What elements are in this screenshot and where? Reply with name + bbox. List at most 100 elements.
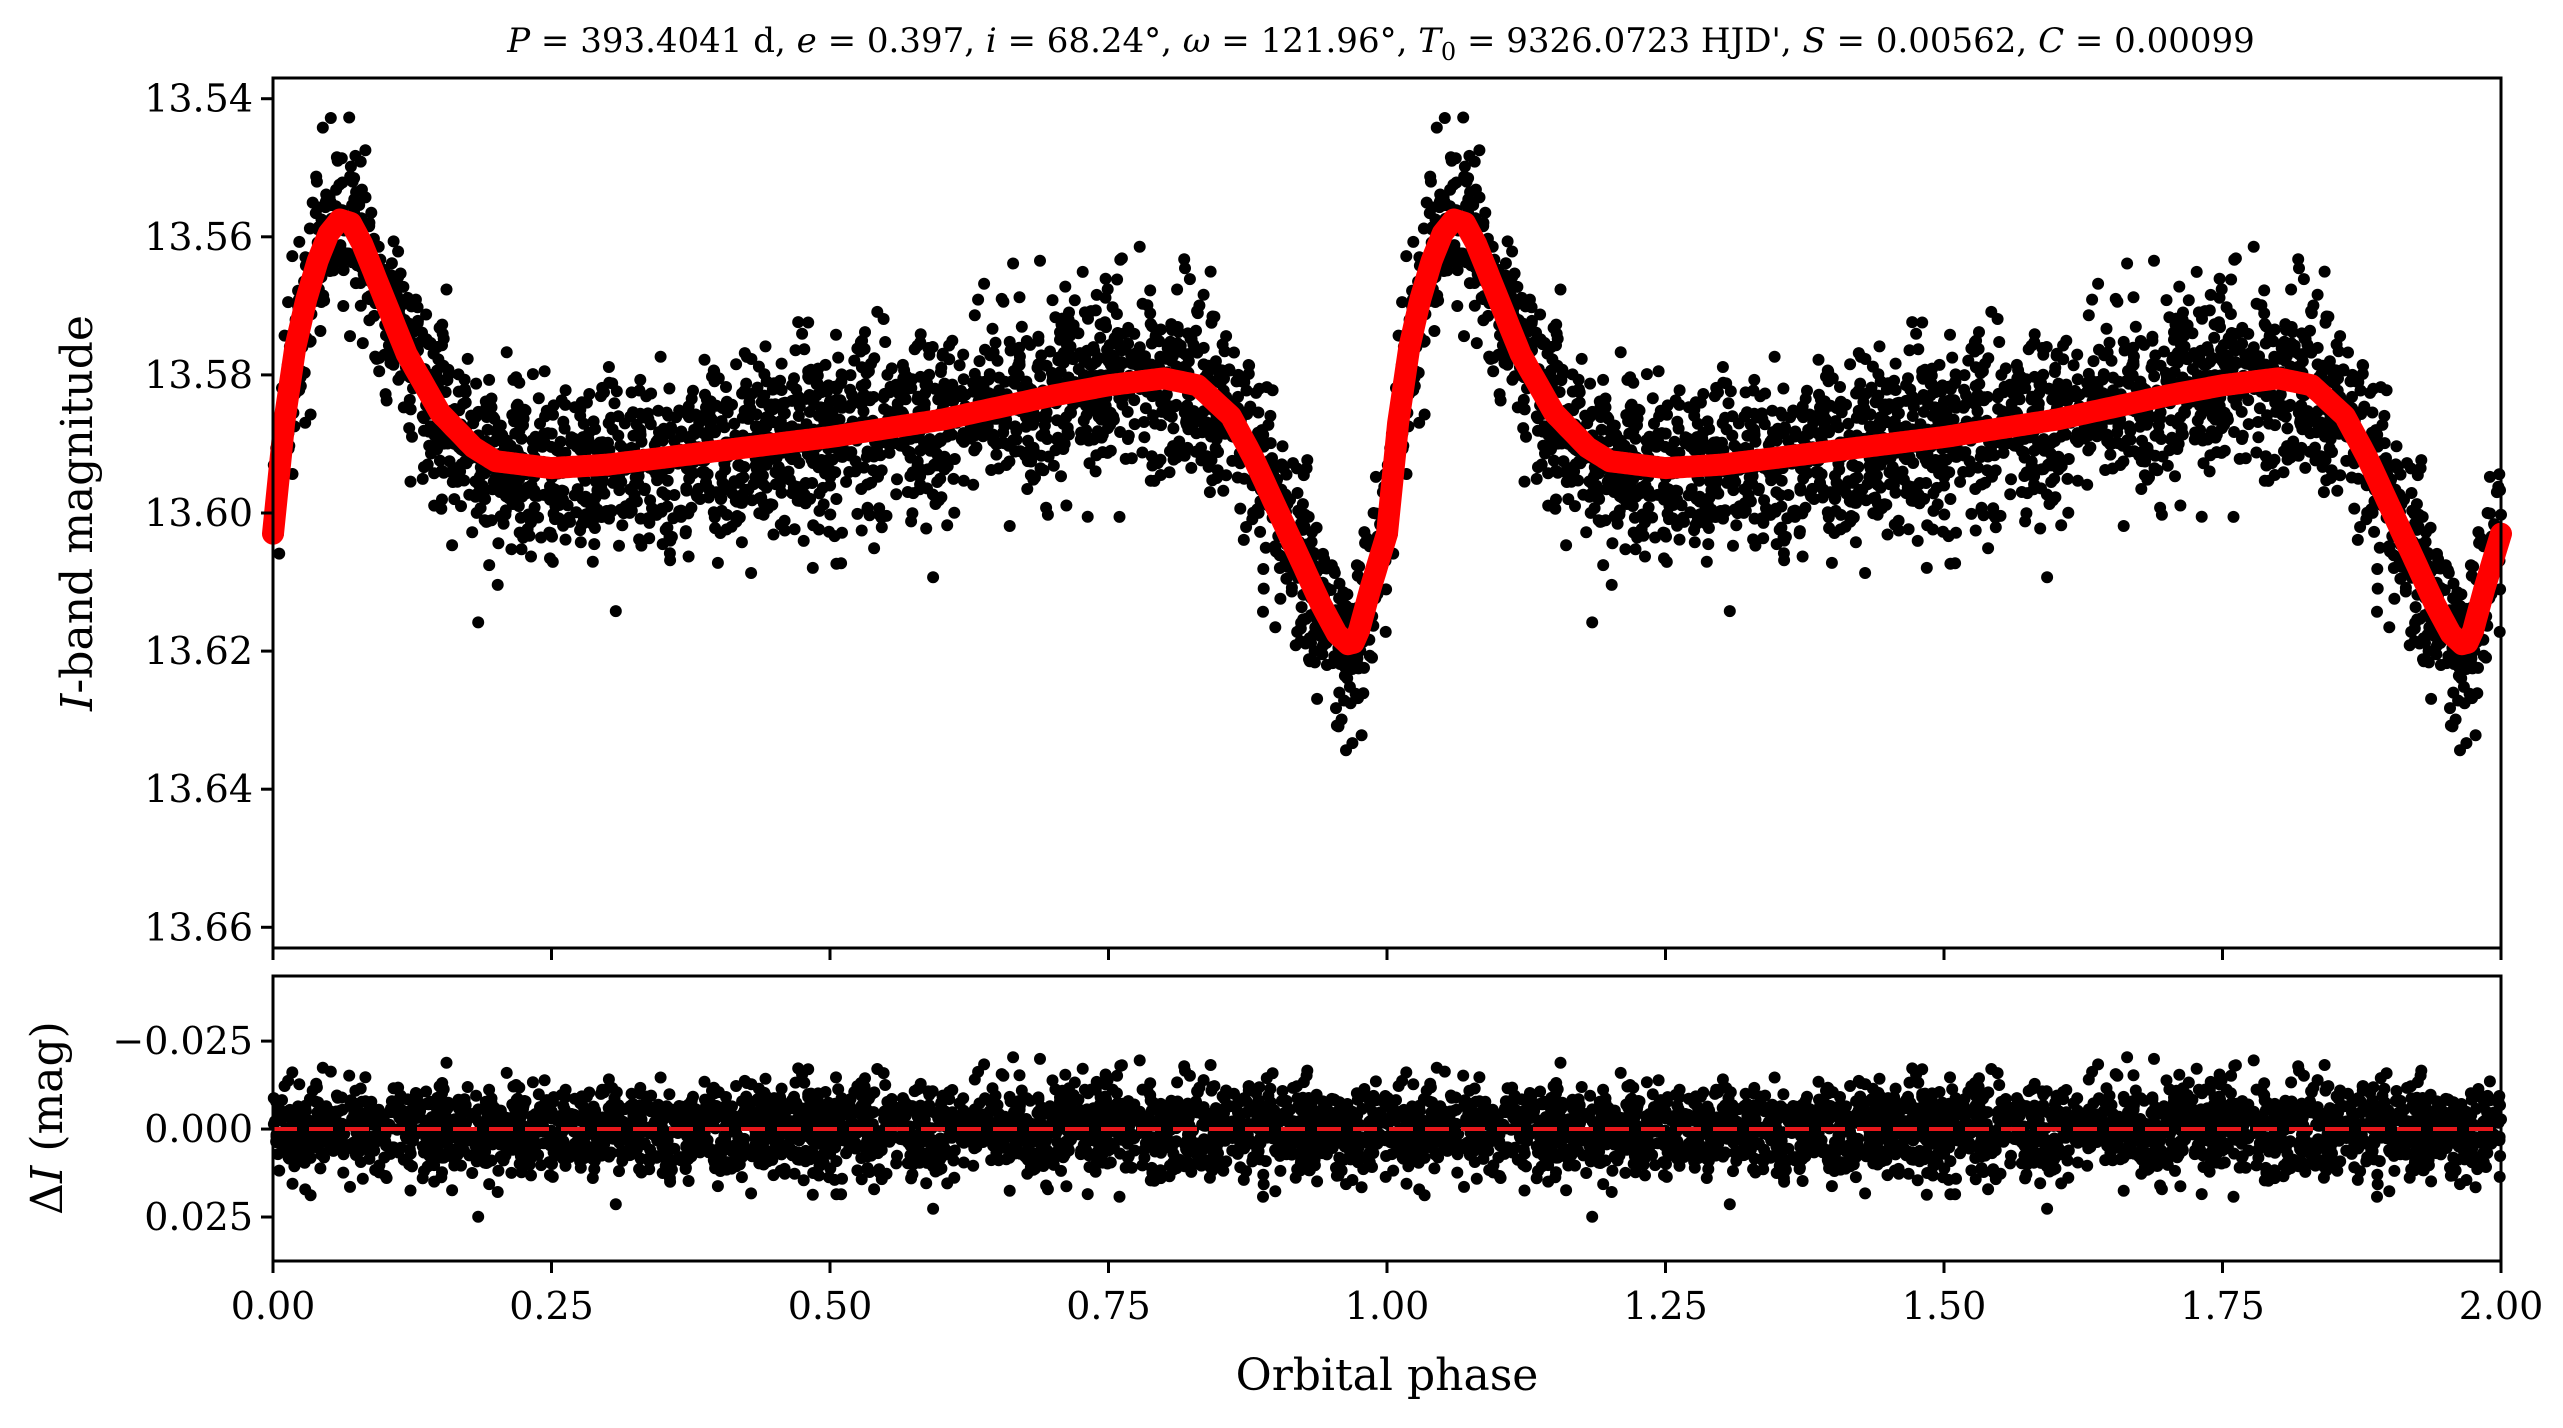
light-curve-point xyxy=(1619,543,1632,556)
light-curve-point xyxy=(644,494,657,507)
light-curve-point xyxy=(943,339,956,352)
light-curve-point xyxy=(687,384,699,397)
light-curve-point xyxy=(1275,458,1288,471)
light-curve-point xyxy=(1461,199,1474,212)
light-curve-point xyxy=(1575,352,1588,365)
light-curve-point xyxy=(448,493,461,506)
light-curve-point xyxy=(1479,206,1492,219)
light-curve-point xyxy=(1722,397,1735,410)
light-curve-point xyxy=(1060,499,1073,512)
light-curve-point xyxy=(1562,493,1575,506)
light-curve-point xyxy=(927,571,940,584)
light-curve-point xyxy=(2230,398,2243,411)
light-curve-point xyxy=(2367,382,2380,395)
light-curve-point xyxy=(1428,325,1441,337)
light-curve-point xyxy=(1206,310,1219,323)
light-curve-point xyxy=(1192,408,1205,421)
light-curve-point xyxy=(1793,527,1806,540)
light-curve-point xyxy=(1511,280,1524,293)
light-curve-point xyxy=(1441,264,1454,277)
light-curve-point xyxy=(299,416,312,429)
light-curve-point xyxy=(2371,563,2384,575)
light-curve-point xyxy=(798,343,811,356)
light-curve-point xyxy=(813,487,826,500)
light-curve-point xyxy=(526,434,539,447)
light-curve-point xyxy=(803,372,816,385)
light-curve-point xyxy=(2106,462,2119,475)
light-curve-point xyxy=(855,524,868,537)
light-curve-point xyxy=(2456,663,2469,676)
light-curve-point xyxy=(2161,459,2174,472)
light-curve-point xyxy=(1111,273,1124,286)
light-curve-point xyxy=(2325,464,2338,477)
light-curve-point xyxy=(544,527,557,539)
light-curve-point xyxy=(452,385,465,398)
light-curve-point xyxy=(1605,578,1618,591)
light-curve-point xyxy=(2311,288,2324,301)
light-curve-point xyxy=(2442,650,2455,663)
light-curve-point xyxy=(1684,506,1697,519)
light-curve-point xyxy=(2061,472,2074,485)
light-curve-point xyxy=(1259,541,1272,554)
light-curve-point xyxy=(2366,426,2378,439)
light-curve-point xyxy=(1133,240,1146,253)
light-curve-point xyxy=(1580,526,1593,539)
light-curve-point xyxy=(2101,346,2114,359)
light-curve-point xyxy=(2434,659,2447,671)
light-curve-point xyxy=(806,477,819,489)
light-curve-point xyxy=(796,327,809,340)
light-curve-point xyxy=(1758,494,1771,507)
light-curve-point xyxy=(656,538,669,551)
light-curve-point xyxy=(2035,376,2047,389)
light-curve-point xyxy=(1639,550,1651,563)
light-curve-point xyxy=(442,363,455,376)
light-curve-point xyxy=(890,488,903,501)
light-curve-point xyxy=(1432,294,1445,307)
light-curve-point xyxy=(1171,283,1184,296)
title-e-symbol: e xyxy=(797,21,817,61)
light-curve-point xyxy=(437,332,450,345)
light-curve-point xyxy=(1716,361,1729,373)
light-curve-point xyxy=(2394,468,2407,481)
light-curve-point xyxy=(1590,479,1603,492)
light-curve-point xyxy=(1621,373,1634,386)
light-curve-point xyxy=(871,305,884,318)
light-curve-point xyxy=(797,534,810,547)
light-curve-point xyxy=(1081,510,1094,523)
light-curve-point xyxy=(1982,352,1995,365)
light-curve-point xyxy=(824,508,837,521)
light-curve-point xyxy=(2123,420,2136,433)
light-curve-point xyxy=(2055,519,2068,532)
light-curve-point xyxy=(359,191,372,204)
light-curve-point xyxy=(873,502,886,515)
light-curve-point xyxy=(721,406,734,419)
light-curve-point xyxy=(525,550,537,563)
light-curve-point xyxy=(833,413,846,426)
light-curve-point xyxy=(854,345,867,358)
light-curve-point xyxy=(698,353,711,366)
light-curve-point xyxy=(1116,398,1129,411)
light-curve-point xyxy=(926,341,939,353)
light-curve-point xyxy=(2261,409,2274,422)
light-curve-point xyxy=(331,154,344,167)
light-curve-point xyxy=(1727,539,1739,552)
light-curve-point xyxy=(1617,492,1629,505)
light-curve-point xyxy=(586,555,599,568)
light-curve-point xyxy=(1059,280,1072,293)
light-curve-point xyxy=(1938,508,1951,521)
light-curve-point xyxy=(619,500,632,513)
light-curve-point xyxy=(2389,458,2402,471)
light-curve-point xyxy=(1095,431,1108,444)
light-curve-point xyxy=(905,515,918,528)
light-curve-point xyxy=(1888,518,1901,531)
light-curve-point xyxy=(2190,265,2203,278)
light-curve-point xyxy=(1287,457,1299,470)
light-curve-point xyxy=(416,326,428,339)
light-curve-point xyxy=(720,483,733,496)
light-curve-point xyxy=(559,398,572,411)
light-curve-point xyxy=(680,484,693,497)
light-curve-point xyxy=(2204,288,2217,301)
title-T-symbol: T xyxy=(1418,21,1443,61)
light-curve-point xyxy=(682,550,695,563)
light-curve-point xyxy=(2057,339,2070,352)
